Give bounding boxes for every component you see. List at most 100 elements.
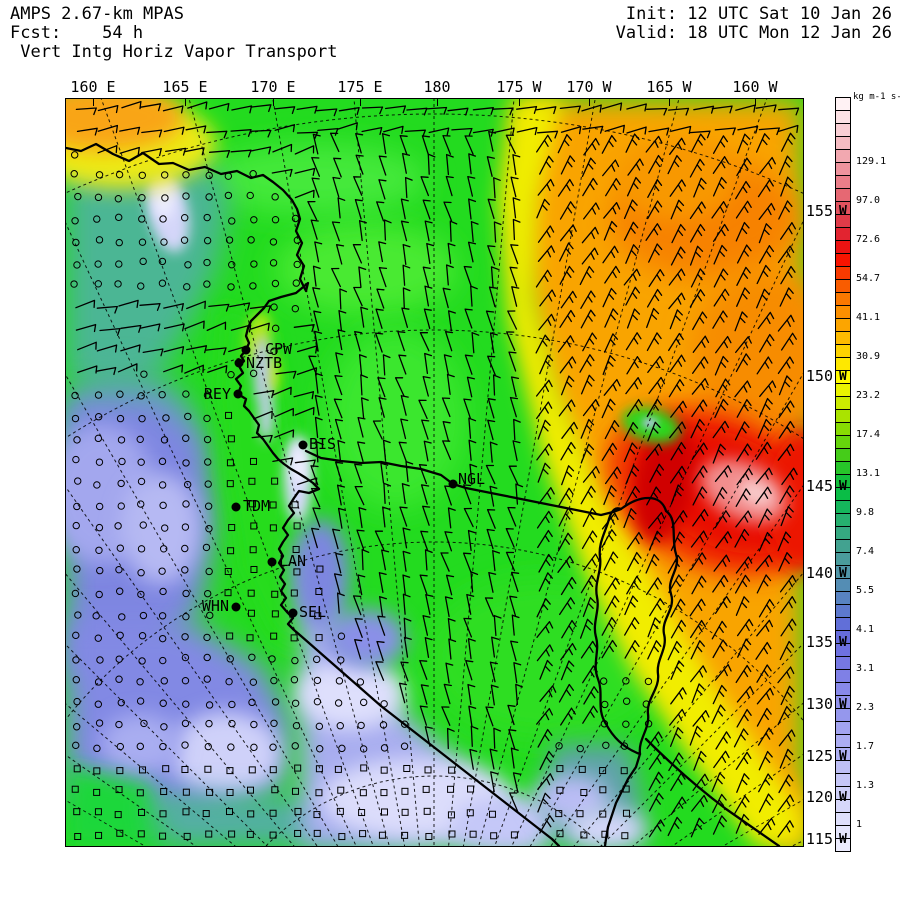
wind-barb: [467, 175, 476, 197]
wind-barb: [444, 331, 454, 352]
wind-barb: [399, 506, 408, 527]
wind-barb: [539, 354, 554, 375]
colorbar-cell: [836, 553, 850, 565]
wind-barb: [715, 335, 732, 354]
wind-barb: [536, 621, 554, 638]
station-dot-rey: [233, 389, 243, 399]
wind-barb: [670, 619, 687, 639]
wind-barb: [713, 268, 729, 288]
wind-barb: [274, 407, 294, 418]
wind-barb: [580, 290, 596, 309]
wind-barb: [711, 772, 726, 793]
wind-barb: [470, 571, 479, 593]
wind-barb: [689, 223, 706, 243]
calm-square-marker: [294, 829, 302, 837]
wind-barb: [493, 177, 501, 199]
wind-barb: [692, 710, 710, 727]
wind-barb: [735, 180, 751, 200]
calm-circle-marker: [622, 697, 631, 705]
calm-circle-marker: [334, 699, 343, 707]
wind-barb: [690, 640, 705, 660]
colorbar-cell: [836, 306, 850, 318]
wind-barb: [539, 155, 554, 175]
calm-circle-marker: [202, 543, 211, 552]
wind-barb: [272, 457, 294, 466]
wind-barb: [777, 531, 792, 552]
wind-barb: [508, 351, 517, 372]
colorbar-cell: [836, 813, 850, 825]
calm-circle-marker: [114, 280, 122, 288]
station-label-ngl: NGL: [458, 470, 486, 488]
calm-circle-marker: [114, 195, 123, 203]
colorbar-cell: [836, 124, 850, 136]
calm-circle-marker: [291, 304, 300, 313]
calm-square-marker: [162, 765, 170, 773]
wind-barb: [400, 198, 409, 220]
wind-barb: [780, 332, 797, 351]
wind-barb: [670, 246, 686, 266]
wind-barb: [712, 420, 730, 439]
colorbar-cell: [836, 787, 850, 799]
calm-circle-marker: [94, 700, 103, 708]
calm-square-marker: [447, 811, 455, 819]
wind-barb: [271, 168, 293, 177]
calm-circle-marker: [292, 722, 301, 730]
wind-barb: [561, 465, 575, 486]
wind-barb: [777, 443, 795, 461]
wind-barb: [379, 596, 388, 618]
wind-barb: [756, 687, 774, 705]
wind-barb: [505, 134, 516, 154]
calm-square-marker: [136, 789, 144, 797]
wind-barb: [442, 287, 451, 309]
calm-circle-marker: [136, 435, 144, 444]
wind-barb: [536, 707, 554, 725]
wind-barb: [513, 418, 521, 441]
wind-barb: [360, 397, 369, 419]
wind-barb: [484, 597, 494, 617]
wind-barb: [758, 793, 774, 813]
wind-barb: [384, 105, 407, 114]
southeast-coast: [644, 737, 781, 846]
wind-barb: [333, 398, 343, 419]
meridian-line: [511, 220, 803, 846]
wind-barb: [536, 443, 553, 461]
calm-square-marker: [315, 634, 323, 642]
calm-circle-marker: [227, 371, 235, 379]
wind-barb: [310, 219, 319, 240]
calm-square-marker: [248, 477, 256, 485]
colorbar-cell: [836, 631, 850, 643]
calm-circle-marker: [271, 193, 279, 201]
wind-barb: [383, 219, 392, 241]
calm-square-marker: [336, 807, 344, 815]
wind-barb: [311, 527, 320, 549]
calm-circle-marker: [250, 720, 258, 729]
wind-barb: [736, 467, 753, 486]
meridian-line: [100, 99, 374, 846]
wind-barb: [509, 792, 519, 812]
wind-barb: [511, 614, 520, 636]
calm-square-marker: [226, 632, 234, 640]
wind-barb: [583, 553, 600, 571]
wind-barb: [445, 175, 454, 197]
colorbar-cell: [836, 267, 850, 279]
wind-barb: [778, 552, 793, 572]
wind-barb: [508, 465, 519, 486]
wind-barb: [539, 750, 554, 771]
wind-barb: [208, 102, 230, 112]
wind-barb: [535, 106, 557, 115]
colorbar-cell: [836, 527, 850, 539]
wind-barb: [463, 398, 472, 419]
calm-circle-marker: [116, 390, 124, 398]
calm-circle-marker: [292, 279, 300, 287]
wind-barb: [736, 157, 752, 177]
calm-square-marker: [182, 808, 190, 816]
wind-barb: [427, 153, 436, 175]
wind-barb: [755, 641, 772, 660]
wind-barb: [779, 485, 795, 504]
wind-barb: [463, 507, 474, 528]
calm-square-marker: [116, 829, 124, 837]
calm-square-marker: [271, 590, 279, 598]
wind-barb: [690, 530, 708, 548]
wind-barb: [691, 683, 705, 704]
calm-circle-marker: [139, 611, 148, 620]
